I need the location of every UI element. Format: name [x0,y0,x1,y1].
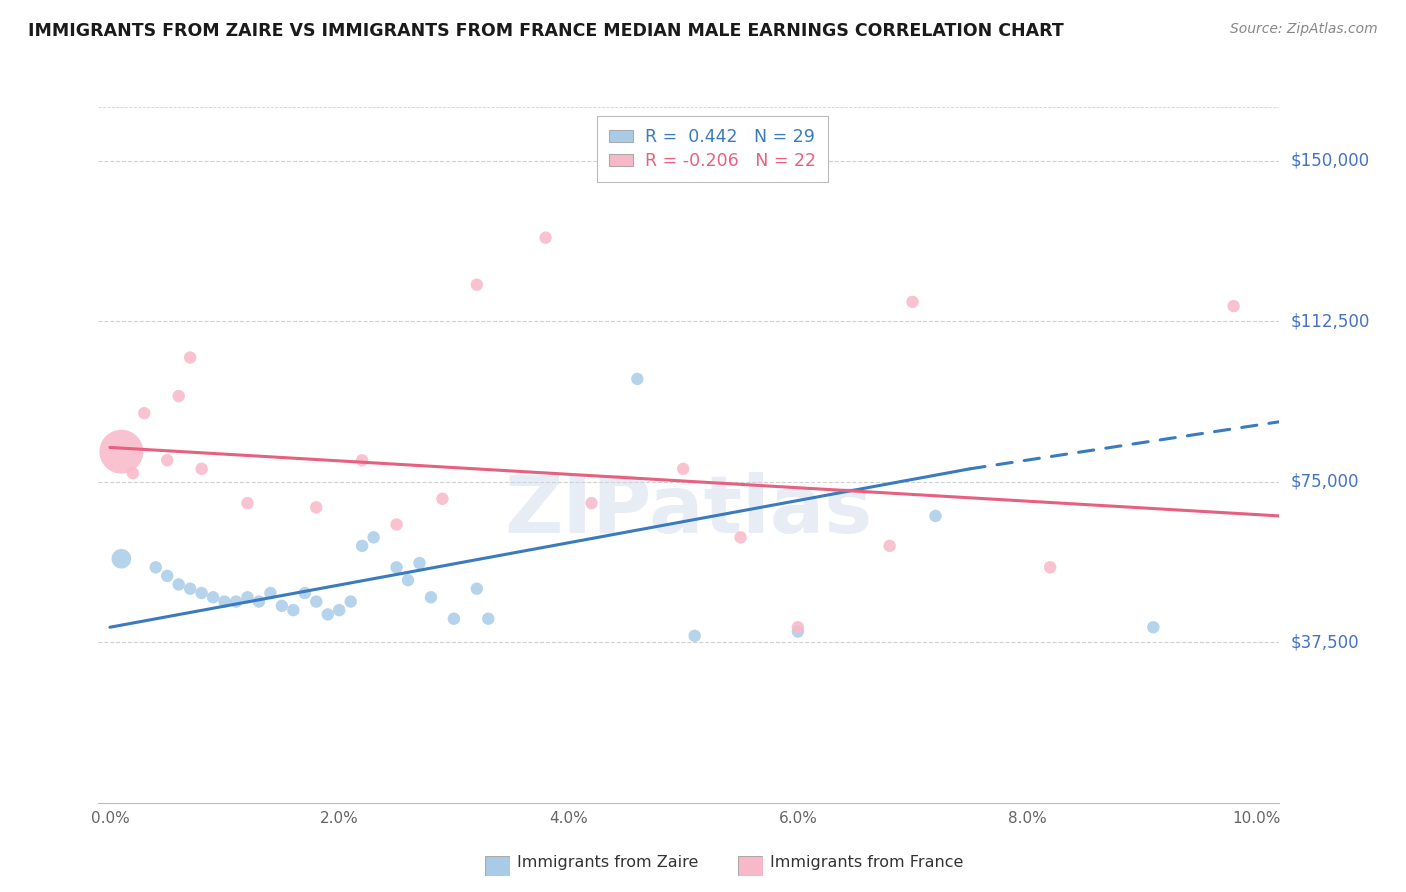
Point [328,603,350,617]
Point [408,556,430,570]
Point [786,620,808,634]
Point [1222,299,1244,313]
Point [432,491,454,506]
Text: Immigrants from Zaire: Immigrants from Zaire [517,855,699,870]
Point [190,586,212,600]
Point [110,444,132,458]
Point [730,530,752,544]
Text: $150,000: $150,000 [1291,152,1369,169]
Point [352,453,374,467]
Point [443,612,465,626]
Point [465,582,488,596]
Point [363,530,385,544]
Point [339,594,361,608]
Point [420,591,443,605]
Point [167,389,190,403]
Point [259,586,281,600]
Point [179,582,201,596]
Point [626,372,648,386]
Point [879,539,901,553]
Point [352,539,374,553]
Point [385,560,408,574]
Point [581,496,603,510]
Point [1039,560,1062,574]
Point [225,594,247,608]
Point [305,594,328,608]
Point [465,277,488,292]
Point [236,591,259,605]
Text: Source: ZipAtlas.com: Source: ZipAtlas.com [1230,22,1378,37]
Point [121,466,143,480]
Text: IMMIGRANTS FROM ZAIRE VS IMMIGRANTS FROM FRANCE MEDIAN MALE EARNINGS CORRELATION: IMMIGRANTS FROM ZAIRE VS IMMIGRANTS FROM… [28,22,1064,40]
Point [901,294,924,309]
Point [134,406,156,420]
Point [683,629,706,643]
Point [236,496,259,510]
Point [214,594,236,608]
Point [179,351,201,365]
Point [305,500,328,515]
Point [202,591,225,605]
Point [396,573,419,587]
Point [1142,620,1164,634]
Point [270,599,292,613]
Point [924,508,946,523]
Point [534,230,557,244]
Text: $112,500: $112,500 [1291,312,1369,330]
Point [247,594,270,608]
Point [294,586,316,600]
Legend: R =  0.442   N = 29, R = -0.206   N = 22: R = 0.442 N = 29, R = -0.206 N = 22 [596,116,828,182]
Point [156,453,179,467]
Point [283,603,305,617]
Text: ZIPatlas: ZIPatlas [505,472,873,549]
Text: Immigrants from France: Immigrants from France [770,855,965,870]
Point [145,560,167,574]
Point [477,612,499,626]
Text: $75,000: $75,000 [1291,473,1360,491]
Point [167,577,190,591]
Point [316,607,339,622]
Point [385,517,408,532]
Point [110,551,132,566]
Point [672,462,695,476]
Point [190,462,212,476]
Point [786,624,808,639]
Point [156,569,179,583]
Text: $37,500: $37,500 [1291,633,1360,651]
